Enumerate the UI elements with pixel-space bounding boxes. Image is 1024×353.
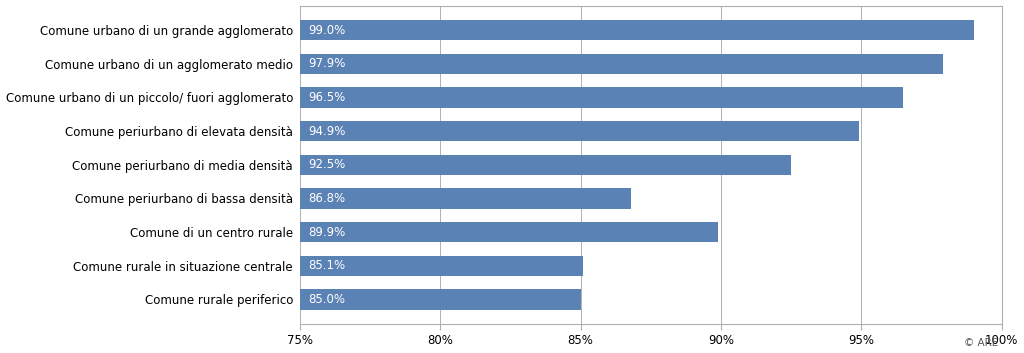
Text: 99.0%: 99.0% [308, 24, 345, 37]
Text: 85.0%: 85.0% [308, 293, 345, 306]
Text: 97.9%: 97.9% [308, 57, 346, 70]
Text: 92.5%: 92.5% [308, 158, 345, 171]
Bar [300, 256, 584, 276]
Bar [300, 189, 631, 209]
Bar [300, 87, 903, 108]
Bar [300, 222, 718, 242]
Bar [300, 121, 858, 141]
Text: 96.5%: 96.5% [308, 91, 345, 104]
Text: 89.9%: 89.9% [308, 226, 345, 239]
Text: 86.8%: 86.8% [308, 192, 345, 205]
Text: © ARE: © ARE [965, 338, 998, 348]
Bar [300, 20, 974, 40]
Text: 85.1%: 85.1% [308, 259, 345, 272]
Bar [300, 54, 943, 74]
Bar [300, 155, 792, 175]
Bar [300, 289, 581, 310]
Text: 94.9%: 94.9% [308, 125, 346, 138]
